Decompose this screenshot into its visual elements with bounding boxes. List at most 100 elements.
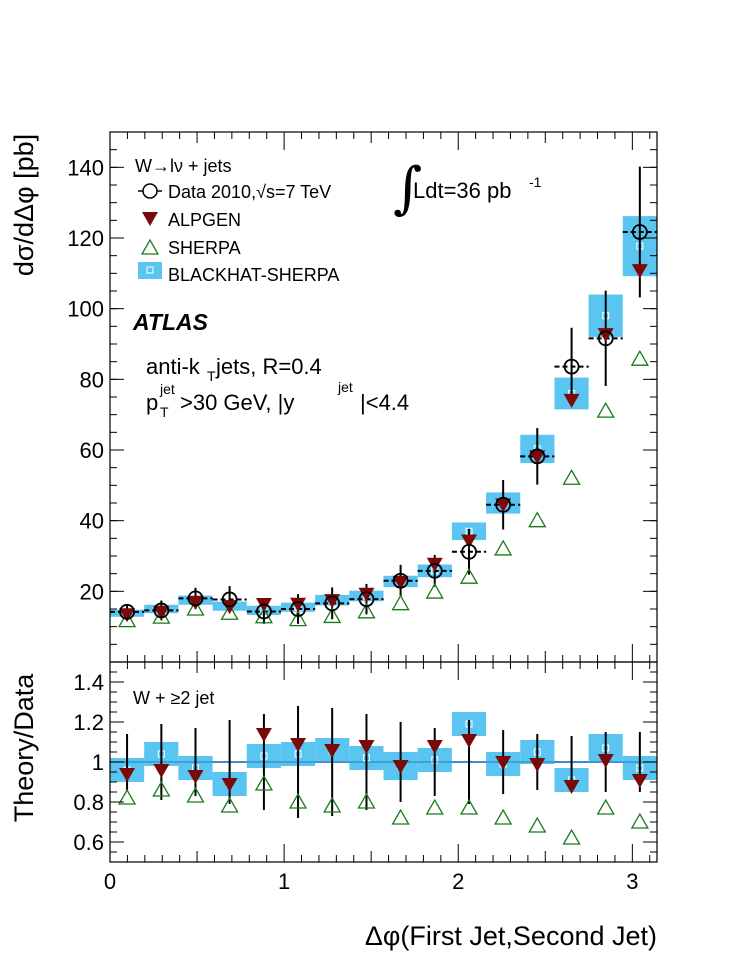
alpgen-point bbox=[187, 595, 204, 610]
ratio-sherpa-point bbox=[186, 786, 205, 803]
ratio-ytick-label: 0.8 bbox=[73, 790, 104, 815]
luminosity-label: ∫ Ldt=36 pb -1 bbox=[393, 156, 542, 221]
svg-text:anti-k: anti-k bbox=[146, 354, 201, 379]
alpgen-point bbox=[119, 608, 136, 623]
ratio-alpgen-point bbox=[187, 770, 204, 784]
main-panel: 20 40 60 80 100 120 140 bbox=[67, 131, 658, 663]
data-point bbox=[426, 562, 443, 579]
ratio-alpgen-point bbox=[255, 728, 272, 742]
ratio-panel-label: W + ≥2 jet bbox=[133, 688, 214, 708]
ratio-sherpa-point bbox=[288, 792, 308, 809]
ratio-sherpa-point bbox=[630, 812, 649, 829]
ratio-sherpa-point bbox=[459, 798, 479, 815]
data-point bbox=[597, 330, 614, 347]
ratio-alpgen-point bbox=[358, 740, 375, 754]
legend-label-sherpa: SHERPA bbox=[168, 238, 241, 258]
atlas-label: ATLAS bbox=[132, 309, 209, 335]
legend-item-sherpa: SHERPA bbox=[140, 238, 241, 258]
ratio-sherpa-point bbox=[117, 788, 137, 805]
data-point bbox=[324, 595, 341, 612]
data-point bbox=[290, 601, 306, 617]
open-triangle-icon bbox=[140, 238, 160, 255]
data-point bbox=[495, 496, 512, 513]
ratio-alpgen-point bbox=[529, 758, 546, 772]
main-ytick-label: 120 bbox=[67, 226, 104, 251]
integral-icon: ∫ bbox=[393, 156, 422, 221]
data-point bbox=[563, 358, 580, 375]
sherpa-point bbox=[528, 511, 547, 528]
ratio-sherpa-point bbox=[596, 798, 615, 815]
svg-text:T: T bbox=[160, 404, 169, 420]
jet-algorithm-label: anti-k T jets, R=0.4 bbox=[146, 354, 322, 384]
ratio-ytick-label: 1.2 bbox=[73, 710, 104, 735]
main-ytick-label: 40 bbox=[80, 509, 104, 534]
sherpa-point bbox=[220, 603, 239, 620]
sherpa-point bbox=[288, 610, 308, 627]
sherpa-point bbox=[630, 349, 649, 366]
alpgen-point bbox=[358, 587, 375, 602]
data-point bbox=[153, 602, 170, 619]
sherpa-point bbox=[494, 539, 513, 556]
ratio-alpgen-point bbox=[221, 778, 238, 792]
data-point bbox=[221, 591, 238, 608]
svg-text:jets, R=0.4: jets, R=0.4 bbox=[215, 354, 322, 379]
svg-text:p: p bbox=[146, 390, 158, 415]
x-tick-label: 1 bbox=[278, 869, 290, 894]
alpgen-point bbox=[495, 498, 512, 513]
sherpa-point bbox=[391, 594, 410, 611]
filled-triangle-icon bbox=[142, 212, 158, 226]
svg-text:|<4.4: |<4.4 bbox=[360, 390, 409, 415]
data-point bbox=[187, 590, 204, 607]
svg-text:jet: jet bbox=[337, 379, 353, 395]
sherpa-point bbox=[117, 611, 137, 628]
ratio-sherpa-point bbox=[323, 796, 342, 813]
ratio-ytick-label: 1.4 bbox=[73, 670, 104, 695]
main-ytick-label: 20 bbox=[80, 579, 104, 604]
svg-text:jet: jet bbox=[159, 381, 175, 397]
alpgen-point bbox=[529, 450, 546, 465]
svg-text:T: T bbox=[207, 368, 216, 384]
ratio-sherpa-point bbox=[528, 816, 547, 833]
ratio-alpgen-point bbox=[392, 760, 409, 774]
ratio-alpgen-point bbox=[563, 780, 580, 794]
data-point bbox=[631, 224, 648, 240]
svg-text:Ldt=36 pb: Ldt=36 pb bbox=[413, 178, 511, 203]
ratio-sherpa-point bbox=[562, 828, 581, 845]
main-ytick-label: 60 bbox=[80, 438, 104, 463]
alpgen-point bbox=[631, 264, 648, 279]
ratio-sherpa-point bbox=[357, 792, 376, 809]
ratio-alpgen-point bbox=[495, 756, 512, 770]
data-point bbox=[529, 448, 546, 465]
legend-label-blackhat: BLACKHAT-SHERPA bbox=[168, 265, 339, 285]
x-tick-label: 0 bbox=[104, 869, 116, 894]
sherpa-point bbox=[186, 599, 205, 616]
ratio-ytick-label: 0.6 bbox=[73, 830, 104, 855]
legend: W→lν + jets Data 2010,√s=7 TeV ALPGEN SH… bbox=[135, 156, 339, 285]
ratio-sherpa-point bbox=[220, 796, 239, 813]
ratio-alpgen-point bbox=[631, 774, 648, 788]
main-ytick-label: 80 bbox=[80, 367, 104, 392]
main-ytick-label: 100 bbox=[67, 297, 104, 322]
ratio-alpgen-point bbox=[597, 754, 614, 768]
x-tick-label: 3 bbox=[626, 869, 638, 894]
ratio-alpgen-point bbox=[324, 744, 341, 758]
x-axis-label: Δφ(First Jet,Second Jet) bbox=[365, 921, 657, 951]
ratio-sherpa-point bbox=[152, 780, 171, 797]
legend-item-data: Data 2010,√s=7 TeV bbox=[138, 182, 331, 202]
y-axis-label-main: dσ/dΔφ [pb] bbox=[9, 134, 39, 276]
alpgen-point bbox=[461, 534, 478, 549]
band-swatch-icon bbox=[138, 262, 162, 279]
alpgen-point bbox=[392, 575, 409, 590]
svg-text:-1: -1 bbox=[529, 174, 542, 190]
ratio-sherpa-point bbox=[425, 798, 444, 815]
legend-header: W→lν + jets bbox=[135, 156, 232, 176]
open-circle-icon bbox=[142, 183, 158, 199]
y-axis-label-ratio: Theory/Data bbox=[9, 673, 39, 823]
ratio-alpgen-point bbox=[119, 768, 136, 782]
ratio-panel: 0.6 0.8 1 1.2 1.4 0 1 2 3 bbox=[73, 661, 658, 894]
alpgen-point bbox=[153, 605, 170, 620]
ratio-ytick-label: 1 bbox=[92, 750, 104, 775]
data-point bbox=[119, 603, 135, 620]
ratio-alpgen-point bbox=[290, 738, 307, 752]
